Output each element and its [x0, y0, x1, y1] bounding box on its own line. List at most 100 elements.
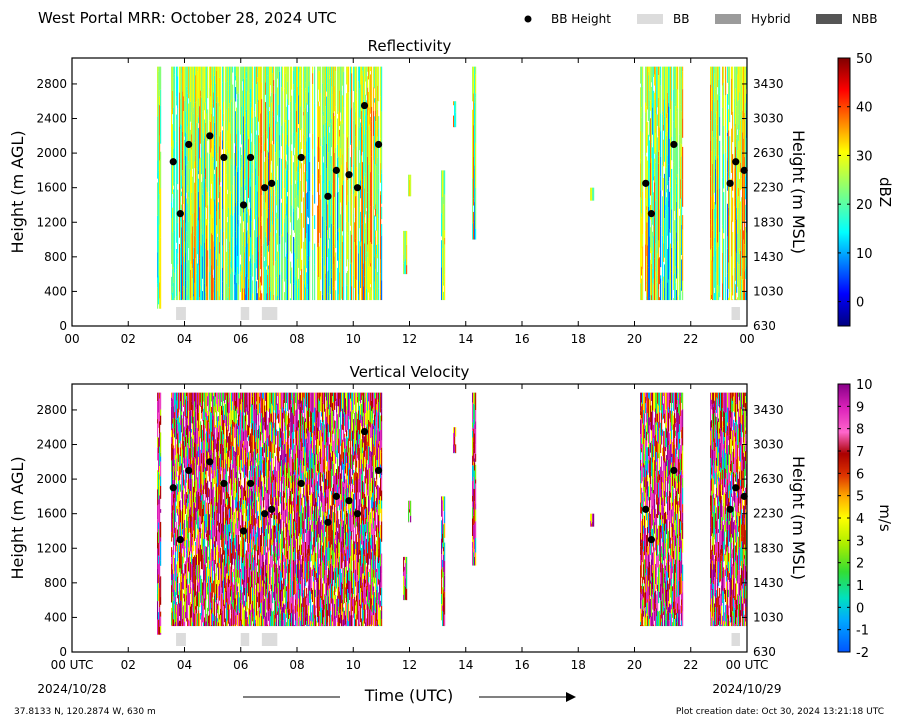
time-arrow-head	[566, 692, 576, 702]
vertical-velocity-colorbar-tick-label: 8	[856, 423, 864, 438]
vertical-velocity-field	[157, 392, 748, 635]
reflectivity-bb-height-point	[297, 153, 305, 162]
vertical-velocity-bb-height-point	[261, 510, 269, 518]
reflectivity-y2-tick-label: 3430	[753, 77, 784, 91]
vertical-velocity-colorbar-tick-label: 5	[856, 490, 864, 505]
vertical-velocity-bb-height-point	[647, 536, 655, 544]
vertical-velocity-bb-height-point	[374, 466, 383, 475]
reflectivity-x-tick-label: 08	[289, 332, 304, 346]
reflectivity-y-tick-label: 1600	[36, 181, 67, 195]
reflectivity-x-tick-label: 10	[346, 332, 361, 346]
reflectivity-field	[157, 66, 748, 309]
reflectivity-bb-type-bar	[176, 307, 186, 320]
vertical-velocity-bb-height-point	[670, 466, 678, 475]
vertical-velocity-colorbar-tick-label: 1	[856, 579, 864, 594]
vertical-velocity-bb-height-point	[332, 492, 340, 500]
vertical-velocity-y-axis-label: Height (m AGL)	[8, 456, 27, 579]
vertical-velocity-y-tick-label: 1600	[36, 507, 67, 521]
vertical-velocity-bb-height-point	[726, 505, 734, 513]
vertical-velocity-bb-height-point	[360, 427, 369, 436]
reflectivity-colorbar	[837, 57, 851, 327]
vertical-velocity-panel: 00 UTC 02 04 06 08 10 12 14 16 18 20 22 00 UTC040080…	[8, 363, 894, 672]
vertical-velocity-bb-height-point	[176, 536, 184, 544]
reflectivity-y-tick-label: 2800	[36, 77, 67, 91]
reflectivity-colorbar-label: dBZ	[876, 177, 894, 207]
legend-label-bb: BB	[673, 12, 689, 26]
reflectivity-x-tick-label: 00	[64, 332, 79, 346]
vertical-velocity-x-tick-label: 08	[289, 658, 304, 672]
reflectivity-colorbar-tick-label: 0	[856, 296, 864, 311]
reflectivity-bb-height-point	[642, 179, 650, 187]
vertical-velocity-x-tick-label: 22	[683, 658, 698, 672]
vertical-velocity-y-tick-label: 2400	[36, 438, 67, 452]
figure-title: West Portal MRR: October 28, 2024 UTC	[38, 9, 337, 27]
reflectivity-bb-type-bar	[261, 307, 278, 320]
vertical-velocity-bb-height-point	[345, 497, 353, 505]
reflectivity-bb-type-bar	[240, 307, 250, 320]
vertical-velocity-bb-height-point	[220, 479, 228, 488]
reflectivity-x-tick-label: 20	[627, 332, 642, 346]
legend-swatch-hybrid	[715, 14, 741, 24]
vertical-velocity-y2-axis-label: Height (m MSL)	[789, 456, 808, 580]
vertical-velocity-x-tick-label: 20	[627, 658, 642, 672]
legend-label-bb-height: BB Height	[551, 12, 611, 26]
vertical-velocity-bb-type-bar	[731, 633, 740, 646]
reflectivity-bb-height-point	[360, 101, 369, 110]
vertical-velocity-bb-height-point	[239, 527, 248, 535]
x-axis-label: Time (UTC)	[364, 686, 453, 705]
vertical-velocity-colorbar-tick-label: 6	[856, 467, 864, 482]
vertical-velocity-y-tick-label: 2000	[36, 472, 67, 486]
reflectivity-title: Reflectivity	[368, 37, 452, 55]
legend-swatch-nbb	[816, 14, 842, 24]
reflectivity-x-tick-label: 14	[458, 332, 473, 346]
reflectivity-bb-height-point	[169, 158, 177, 166]
vertical-velocity-bb-height-point	[740, 492, 748, 500]
vertical-velocity-colorbar-tick-label: 10	[856, 378, 873, 393]
reflectivity-x-tick-label: 04	[177, 332, 192, 346]
reflectivity-bb-height-point	[261, 184, 269, 192]
reflectivity-y-tick-label: 1200	[36, 215, 67, 229]
date-start-label: 2024/10/28	[37, 682, 106, 696]
vertical-velocity-colorbar-tick-label: -2	[856, 646, 869, 661]
reflectivity-bb-height-point	[732, 158, 740, 166]
vertical-velocity-colorbar-tick-label: 0	[856, 601, 864, 616]
vertical-velocity-colorbar-label: m/s	[876, 504, 894, 532]
reflectivity-bb-height-point	[670, 140, 678, 149]
reflectivity-y-tick-label: 400	[44, 284, 67, 298]
reflectivity-y2-tick-label: 2630	[753, 146, 784, 160]
vertical-velocity-y-tick-label: 0	[59, 645, 67, 659]
reflectivity-y2-tick-label: 1030	[753, 284, 784, 298]
vertical-velocity-y-tick-label: 1200	[36, 541, 67, 555]
reflectivity-colorbar-tick-label: 40	[856, 101, 873, 116]
reflectivity-bb-height-point	[332, 166, 340, 174]
vertical-velocity-bb-height-point	[642, 505, 650, 513]
vertical-velocity-x-tick-label: 06	[233, 658, 248, 672]
reflectivity-y2-tick-label: 1430	[753, 250, 784, 264]
reflectivity-bb-height-point	[345, 171, 353, 179]
vertical-velocity-bb-height-point	[206, 458, 214, 466]
vertical-velocity-colorbar-tick-label: 4	[856, 512, 864, 527]
vertical-velocity-x-tick-label: 00 UTC	[51, 658, 94, 672]
reflectivity-bb-height-point	[740, 166, 748, 174]
legend-swatch-bb	[637, 14, 663, 24]
reflectivity-y-tick-label: 800	[44, 250, 67, 264]
vertical-velocity-colorbar-tick-label: -1	[856, 624, 869, 639]
reflectivity-panel: 00 02 04 06 08 10 12 14 16 18 20 22 0004008001200160…	[8, 37, 894, 346]
reflectivity-x-tick-label: 18	[571, 332, 586, 346]
reflectivity-y2-tick-label: 630	[753, 319, 776, 333]
vertical-velocity-bb-height-point	[732, 484, 740, 492]
vertical-velocity-bb-height-point	[297, 479, 305, 488]
reflectivity-x-tick-label: 06	[233, 332, 248, 346]
vertical-velocity-colorbar-tick-label: 3	[856, 534, 864, 549]
vertical-velocity-y-tick-label: 800	[44, 576, 67, 590]
reflectivity-x-tick-label: 00	[739, 332, 754, 346]
vertical-velocity-x-tick-label: 14	[458, 658, 473, 672]
vertical-velocity-x-tick-label: 10	[346, 658, 361, 672]
vertical-velocity-bb-height-point	[353, 510, 362, 518]
reflectivity-bb-height-point	[206, 132, 214, 140]
vertical-velocity-bb-height-point	[169, 484, 177, 492]
reflectivity-bb-height-point	[647, 210, 655, 218]
vertical-velocity-y2-tick-label: 1430	[753, 576, 784, 590]
location-text: 37.8133 N, 120.2874 W, 630 m	[14, 707, 156, 717]
